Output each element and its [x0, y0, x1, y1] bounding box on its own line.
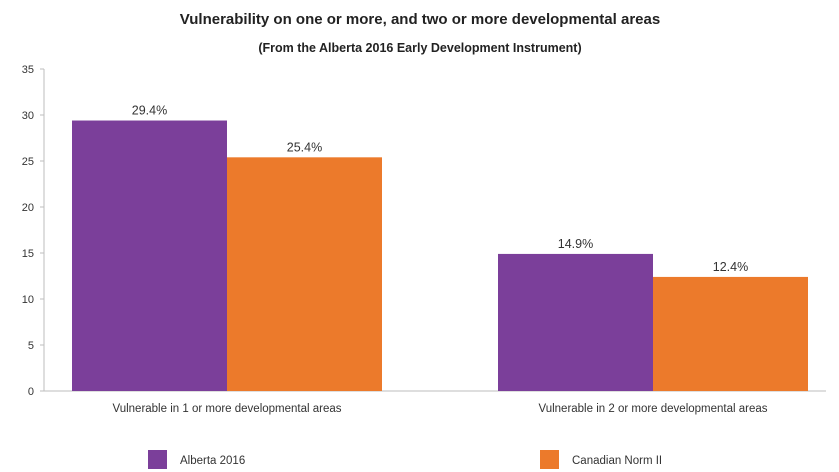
category-label: Vulnerable in 2 or more developmental ar…	[538, 403, 767, 415]
legend-swatch	[148, 450, 167, 469]
bars: 29.4% 25.4% Vulnerable in 1 or more develo…	[72, 104, 808, 415]
y-tick-label: 30	[22, 110, 34, 122]
data-label: 25.4%	[287, 140, 322, 154]
legend-swatch	[540, 450, 559, 469]
bar	[72, 120, 227, 392]
y-tick-label: 0	[28, 386, 34, 398]
y-tick-label: 10	[22, 294, 34, 306]
data-label: 12.4%	[713, 260, 748, 274]
y-tick-label: 15	[22, 248, 34, 260]
data-label: 14.9%	[558, 237, 593, 251]
legend: Alberta 2016 Canadian Norm II	[148, 450, 662, 469]
bar	[227, 157, 382, 391]
legend-label: Alberta 2016	[180, 455, 245, 467]
data-label: 29.4%	[132, 104, 167, 118]
y-tick-label: 25	[22, 156, 34, 168]
bar	[653, 276, 808, 391]
y-tick-label: 35	[22, 64, 34, 76]
chart-title: Vulnerability on one or more, and two or…	[180, 11, 660, 28]
category-label: Vulnerable in 1 or more developmental ar…	[112, 403, 341, 415]
bar	[498, 253, 653, 391]
y-tick-label: 20	[22, 202, 34, 214]
chart-subtitle: (From the Alberta 2016 Early Development…	[258, 41, 581, 55]
y-tick-label: 5	[28, 340, 34, 352]
legend-label: Canadian Norm II	[572, 455, 662, 467]
